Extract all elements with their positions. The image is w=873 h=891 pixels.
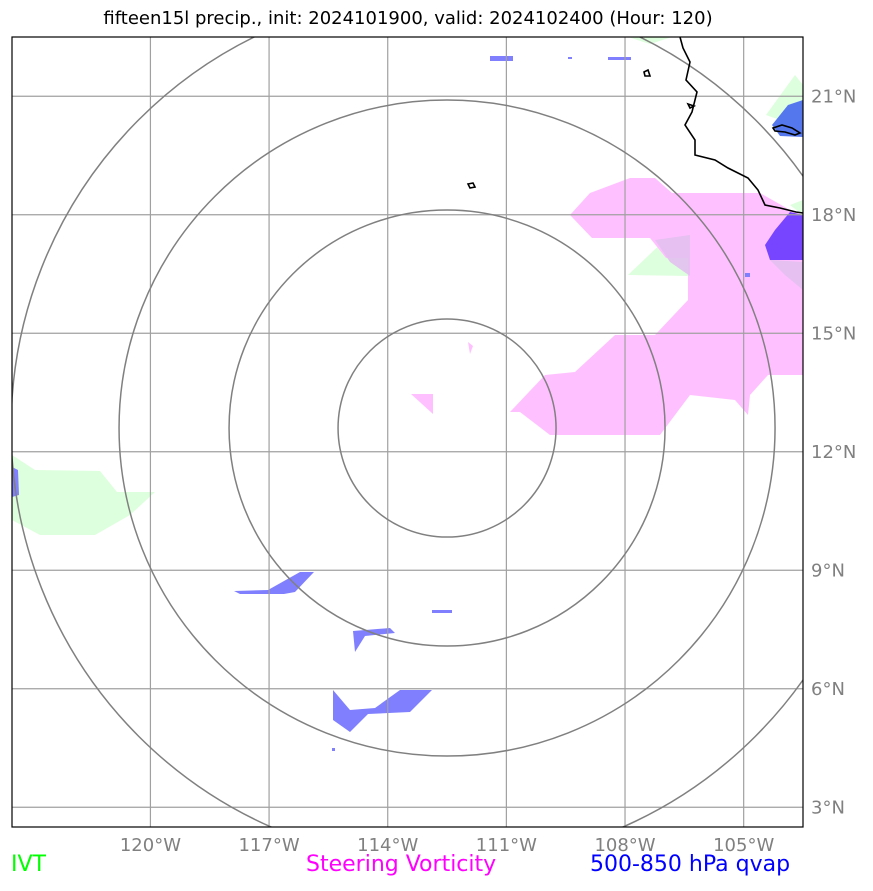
gridlines	[12, 37, 803, 827]
map-title: fifteen15l precip., init: 2024101900, va…	[103, 8, 713, 29]
lat-tick-label: 12°N	[811, 442, 856, 463]
range-rings	[12, 37, 803, 827]
vorticity-overlap	[655, 235, 803, 290]
lat-tick-label: 21°N	[811, 86, 856, 107]
lat-tick-label: 3°N	[811, 797, 845, 818]
lon-tick-labels: 120°W 117°W 114°W 111°W 108°W 105°W	[120, 835, 775, 856]
vorticity-shading	[411, 178, 803, 435]
lat-tick-label: 15°N	[811, 323, 856, 344]
qvap-shading	[12, 56, 750, 751]
lon-tick-label: 105°W	[713, 835, 774, 856]
range-ring	[118, 99, 776, 757]
legend-ivt: IVT	[11, 852, 46, 877]
lat-tick-labels: 3°N 6°N 9°N 12°N 15°N 18°N 21°N	[811, 86, 856, 818]
lon-tick-label: 108°W	[594, 835, 655, 856]
legend-qvap: 500-850 hPa qvap	[590, 852, 791, 877]
lat-tick-label: 18°N	[811, 205, 856, 226]
coastline	[466, 37, 803, 214]
lon-tick-label: 114°W	[357, 835, 418, 856]
ivt-shading	[12, 37, 803, 535]
lon-tick-label: 120°W	[120, 835, 181, 856]
range-ring	[228, 209, 666, 647]
lat-tick-label: 6°N	[811, 679, 845, 700]
qvap-strong	[765, 100, 803, 260]
lon-tick-label: 117°W	[238, 835, 299, 856]
map-frame	[11, 36, 804, 828]
legend-steering-vorticity: Steering Vorticity	[306, 852, 497, 877]
lat-tick-label: 9°N	[811, 560, 845, 581]
lon-tick-label: 111°W	[476, 835, 537, 856]
range-ring	[337, 318, 557, 538]
